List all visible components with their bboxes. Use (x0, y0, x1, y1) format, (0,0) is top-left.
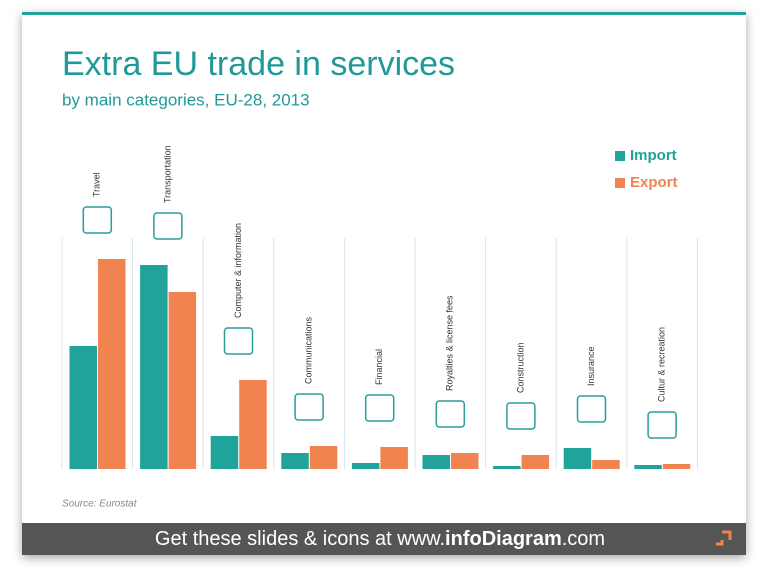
category-label: Construction (515, 342, 525, 393)
bar (309, 446, 338, 469)
bar (69, 346, 97, 469)
legend-swatch (615, 151, 625, 161)
bar (140, 265, 168, 469)
bar (281, 453, 309, 469)
bar (351, 463, 380, 469)
bar (521, 455, 550, 469)
bar (592, 460, 620, 469)
bar (662, 464, 691, 469)
category-icon (435, 400, 466, 428)
bar (422, 455, 450, 469)
footer-band (22, 523, 746, 555)
bar (239, 380, 267, 469)
category-label: Royalties & license fees (445, 295, 455, 391)
bar (634, 465, 662, 469)
chart-title: Extra EU trade in services (62, 45, 455, 83)
legend-swatch (615, 178, 625, 188)
category-label: Transportation (162, 145, 172, 203)
footer-brand: infoDiagram (445, 528, 562, 550)
category-icon (82, 206, 113, 234)
bar (380, 447, 408, 469)
logo (716, 530, 732, 546)
legend-label: Import (630, 147, 677, 164)
category-icon (647, 411, 677, 439)
bar (493, 466, 521, 469)
bar (563, 448, 592, 469)
footer-suffix: .com (562, 528, 605, 550)
legend-label: Export (630, 174, 678, 191)
category-icon (506, 402, 536, 430)
source: Source: Eurostat (62, 499, 138, 510)
bar (168, 292, 197, 469)
category-icon (294, 393, 324, 421)
category-label: Cultur & recreation (656, 327, 666, 402)
footer-text: Get these slides & icons at www.infoDiag… (155, 528, 605, 550)
category-label: Computer & information (233, 223, 243, 318)
chart-subtitle: by main categories, EU-28, 2013 (62, 90, 310, 109)
bar (98, 259, 126, 469)
bar (210, 436, 239, 469)
category-label: Communications (303, 316, 313, 384)
category-icon (576, 395, 607, 423)
top-border (22, 12, 746, 15)
category-icon (223, 327, 254, 355)
category-icon (364, 394, 395, 422)
category-label: Financial (374, 349, 384, 385)
footer-prefix: Get these slides & icons at www. (155, 528, 445, 550)
category-icon (153, 212, 183, 240)
bar (451, 453, 479, 469)
category-label: Travel (92, 172, 102, 197)
category-label: Insurance (586, 346, 596, 386)
plot: Travel Transportation Computer & informati… (61, 145, 698, 469)
